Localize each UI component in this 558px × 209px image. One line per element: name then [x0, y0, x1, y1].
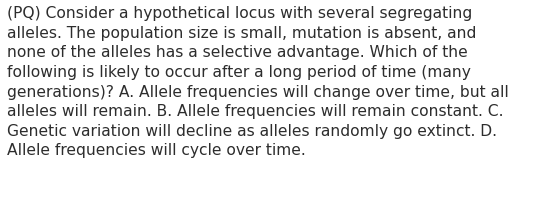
Text: (PQ) Consider a hypothetical locus with several segregating
alleles. The populat: (PQ) Consider a hypothetical locus with … [7, 6, 508, 158]
